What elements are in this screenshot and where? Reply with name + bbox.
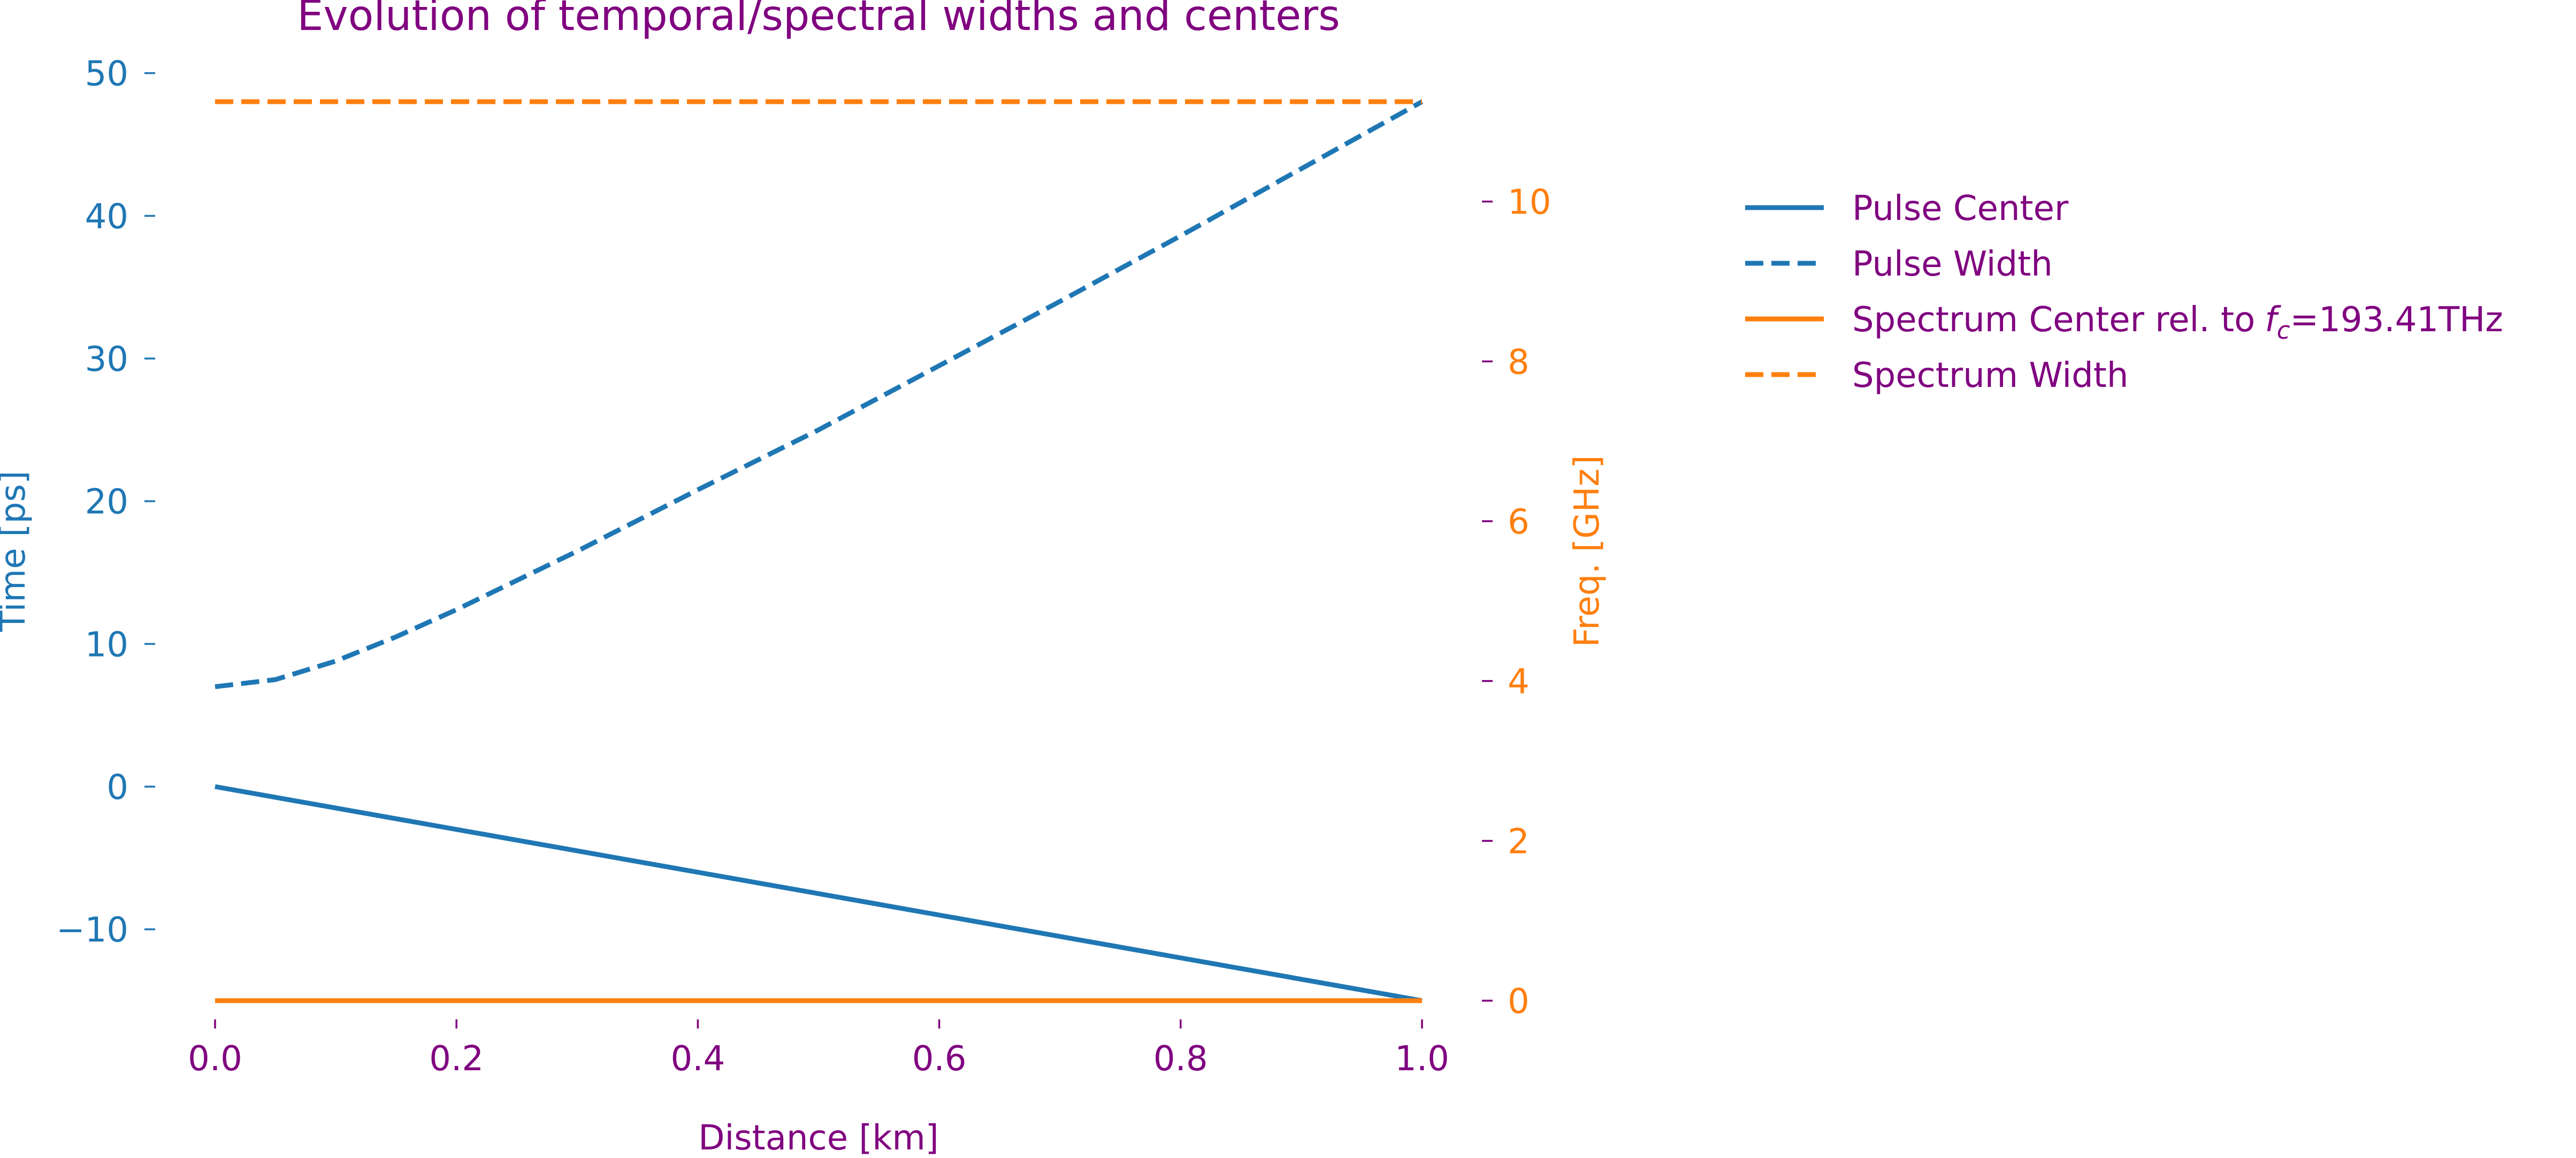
y-left-tick-label: 10 bbox=[85, 625, 128, 665]
y-right-tick-label: 0 bbox=[1508, 982, 1530, 1022]
legend-text: Spectrum Width bbox=[1852, 356, 2128, 395]
series-layer bbox=[215, 99, 1424, 1003]
x-tick-label: 0.0 bbox=[188, 1039, 242, 1079]
y-axis-left-label: Time [ps] bbox=[0, 471, 33, 633]
y-left-tick-label: 0 bbox=[106, 768, 128, 807]
legend-math-value: =193.41THz bbox=[2290, 300, 2503, 340]
legend: Pulse Center Pulse Width Spectrum Center r… bbox=[1745, 189, 2503, 395]
y-axis-right: 0 2 4 6 8 10 bbox=[1482, 183, 1551, 1022]
legend-label-spectrum-width: Spectrum Width bbox=[1852, 356, 2128, 395]
x-tick-label: 0.6 bbox=[912, 1039, 967, 1079]
legend-label-pulse-width: Pulse Width bbox=[1852, 245, 2053, 284]
x-tick-label: 0.8 bbox=[1153, 1039, 1208, 1079]
y-left-tick-label: 50 bbox=[85, 55, 128, 94]
x-axis-label: Distance [km] bbox=[698, 1118, 939, 1158]
y-right-tick-label: 4 bbox=[1508, 662, 1530, 702]
y-axis-left: −10 0 10 20 30 40 50 bbox=[56, 55, 155, 950]
y-left-tick-label: 20 bbox=[85, 483, 128, 522]
legend-text: Pulse Center bbox=[1852, 189, 2069, 228]
y-right-tick-label: 10 bbox=[1508, 183, 1551, 223]
y-right-tick-label: 6 bbox=[1508, 502, 1530, 542]
legend-text: Spectrum Center rel. to bbox=[1852, 300, 2255, 340]
chart-title: Evolution of temporal/spectral widths an… bbox=[297, 0, 1340, 40]
y-left-tick-label: 30 bbox=[85, 340, 128, 379]
plot-area bbox=[215, 99, 1424, 1003]
legend-math-subscript: c bbox=[2277, 316, 2290, 345]
y-axis-right-label: Freq. [GHz] bbox=[1568, 455, 1607, 647]
y-right-tick-label: 2 bbox=[1508, 822, 1530, 862]
legend-label-spectrum-center-rel-to: Spectrum Center rel. to fc=193.41THz bbox=[1852, 300, 2503, 345]
series-line-pulse-width bbox=[215, 100, 1424, 689]
y-left-tick-label: −10 bbox=[56, 911, 128, 950]
y-right-tick-label: 8 bbox=[1508, 342, 1530, 382]
x-axis: 0.0 0.2 0.4 0.6 0.8 1.0 bbox=[188, 1019, 1449, 1079]
x-tick-label: 0.2 bbox=[429, 1039, 484, 1079]
legend-text: Pulse Width bbox=[1852, 245, 2053, 284]
series-line-pulse-center bbox=[215, 784, 1423, 1003]
x-tick-label: 0.4 bbox=[671, 1039, 725, 1079]
x-tick-label: 1.0 bbox=[1395, 1039, 1449, 1079]
y-left-tick-label: 40 bbox=[85, 197, 128, 237]
legend-label-pulse-center: Pulse Center bbox=[1852, 189, 2069, 228]
